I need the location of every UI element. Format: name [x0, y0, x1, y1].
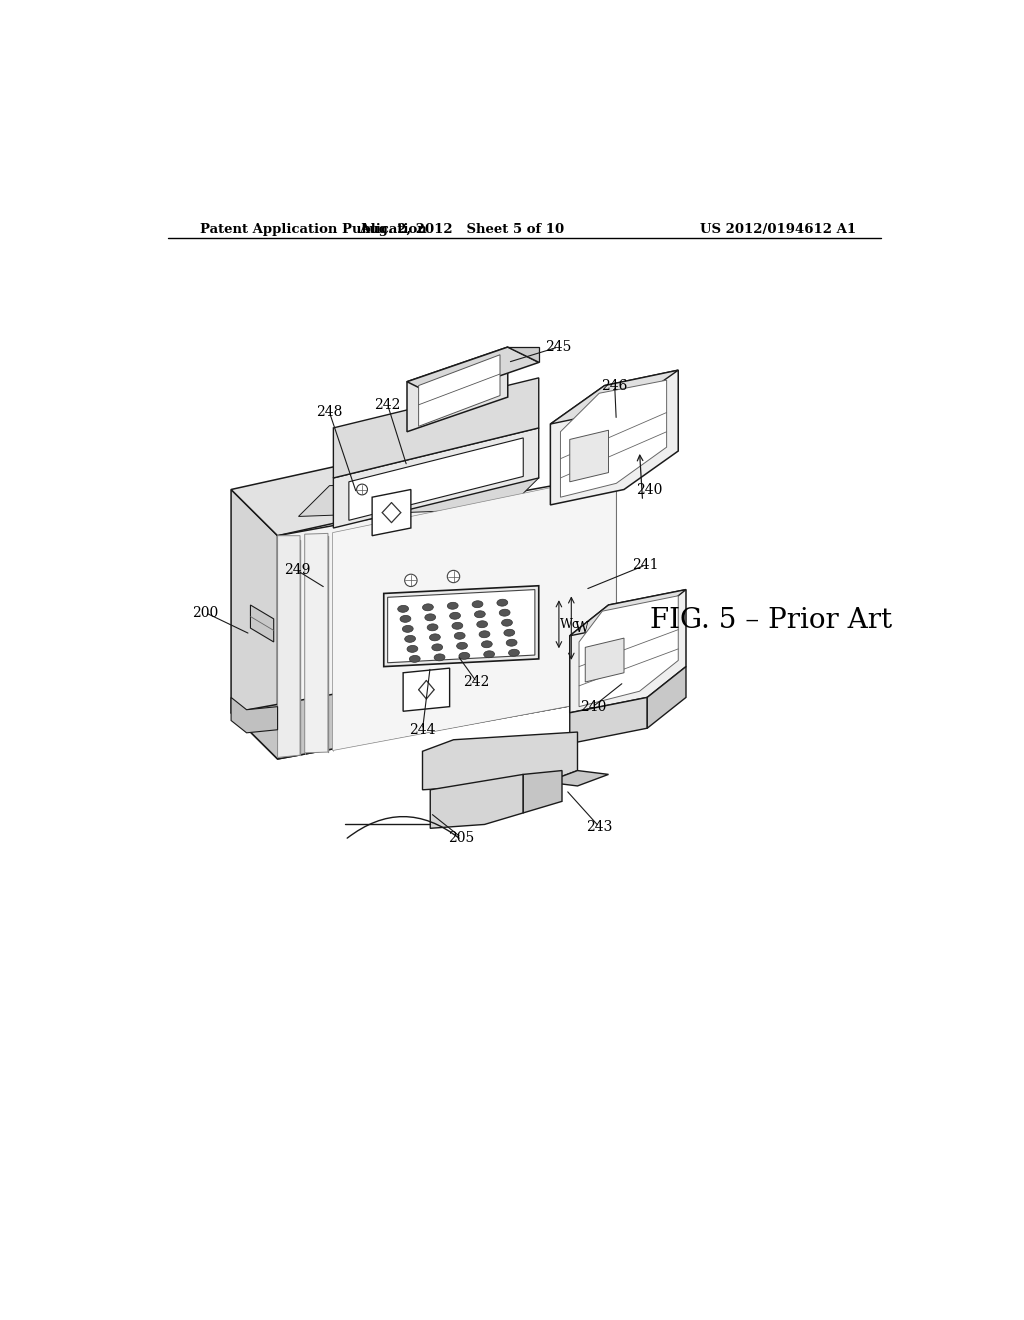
Ellipse shape [500, 610, 510, 616]
Polygon shape [388, 590, 535, 663]
Ellipse shape [457, 643, 467, 649]
Ellipse shape [407, 645, 418, 652]
Polygon shape [231, 651, 616, 759]
Text: 205: 205 [449, 830, 474, 845]
Ellipse shape [397, 606, 409, 612]
Ellipse shape [450, 612, 461, 619]
Text: US 2012/0194612 A1: US 2012/0194612 A1 [700, 223, 856, 236]
Text: 241: 241 [633, 558, 659, 572]
Polygon shape [423, 733, 578, 789]
Polygon shape [278, 536, 300, 758]
Ellipse shape [425, 614, 435, 620]
Text: 244: 244 [410, 723, 436, 737]
Polygon shape [569, 430, 608, 482]
Polygon shape [349, 438, 523, 520]
Polygon shape [419, 355, 500, 426]
Ellipse shape [477, 620, 487, 628]
Polygon shape [407, 347, 508, 432]
Text: 200: 200 [193, 606, 219, 619]
Text: 243: 243 [586, 820, 612, 834]
Polygon shape [334, 378, 539, 478]
Polygon shape [569, 697, 647, 743]
Polygon shape [334, 428, 539, 528]
Polygon shape [547, 771, 608, 785]
Ellipse shape [452, 622, 463, 630]
Ellipse shape [483, 651, 495, 657]
Ellipse shape [502, 619, 512, 626]
Ellipse shape [504, 630, 515, 636]
Polygon shape [407, 347, 539, 397]
Ellipse shape [506, 639, 517, 647]
Text: 246: 246 [601, 379, 628, 392]
Polygon shape [251, 605, 273, 642]
Polygon shape [305, 533, 328, 752]
Polygon shape [508, 347, 539, 363]
Text: 242: 242 [375, 397, 400, 412]
Ellipse shape [434, 653, 445, 661]
Polygon shape [523, 771, 562, 813]
Circle shape [404, 574, 417, 586]
Ellipse shape [509, 649, 519, 656]
Polygon shape [333, 474, 616, 751]
Polygon shape [560, 380, 667, 498]
Ellipse shape [472, 601, 483, 607]
Polygon shape [569, 590, 686, 713]
Polygon shape [550, 370, 678, 424]
Text: W: W [575, 622, 589, 635]
Polygon shape [372, 490, 411, 536]
Ellipse shape [481, 640, 493, 648]
Ellipse shape [410, 656, 420, 663]
Circle shape [447, 570, 460, 582]
Polygon shape [384, 586, 539, 667]
Text: Wᴄ: Wᴄ [560, 618, 580, 631]
Polygon shape [647, 667, 686, 729]
Text: FIG. 5 – Prior Art: FIG. 5 – Prior Art [650, 607, 892, 634]
Text: 248: 248 [316, 405, 343, 420]
Ellipse shape [402, 626, 414, 632]
Polygon shape [569, 590, 686, 636]
Text: 240: 240 [636, 483, 662, 496]
Polygon shape [586, 638, 624, 682]
Ellipse shape [479, 631, 489, 638]
Ellipse shape [459, 652, 470, 659]
Text: 245: 245 [545, 341, 571, 354]
Polygon shape [231, 490, 278, 759]
Polygon shape [231, 697, 278, 733]
Ellipse shape [423, 603, 433, 611]
Text: Patent Application Publication: Patent Application Publication [200, 223, 427, 236]
Ellipse shape [427, 624, 438, 631]
Text: Aug. 2, 2012   Sheet 5 of 10: Aug. 2, 2012 Sheet 5 of 10 [358, 223, 564, 236]
Ellipse shape [474, 611, 485, 618]
Polygon shape [550, 370, 678, 506]
Ellipse shape [455, 632, 465, 639]
Ellipse shape [447, 602, 458, 610]
Text: 240: 240 [580, 700, 606, 714]
Circle shape [356, 484, 368, 495]
Polygon shape [579, 595, 678, 706]
Polygon shape [231, 432, 539, 536]
Ellipse shape [497, 599, 508, 606]
Ellipse shape [432, 644, 442, 651]
Text: 242: 242 [464, 675, 489, 689]
Text: 249: 249 [284, 564, 310, 577]
Ellipse shape [429, 634, 440, 640]
Polygon shape [430, 775, 523, 829]
Polygon shape [403, 668, 450, 711]
Ellipse shape [404, 635, 416, 643]
Polygon shape [299, 478, 539, 516]
Polygon shape [278, 474, 616, 759]
Ellipse shape [400, 615, 411, 622]
